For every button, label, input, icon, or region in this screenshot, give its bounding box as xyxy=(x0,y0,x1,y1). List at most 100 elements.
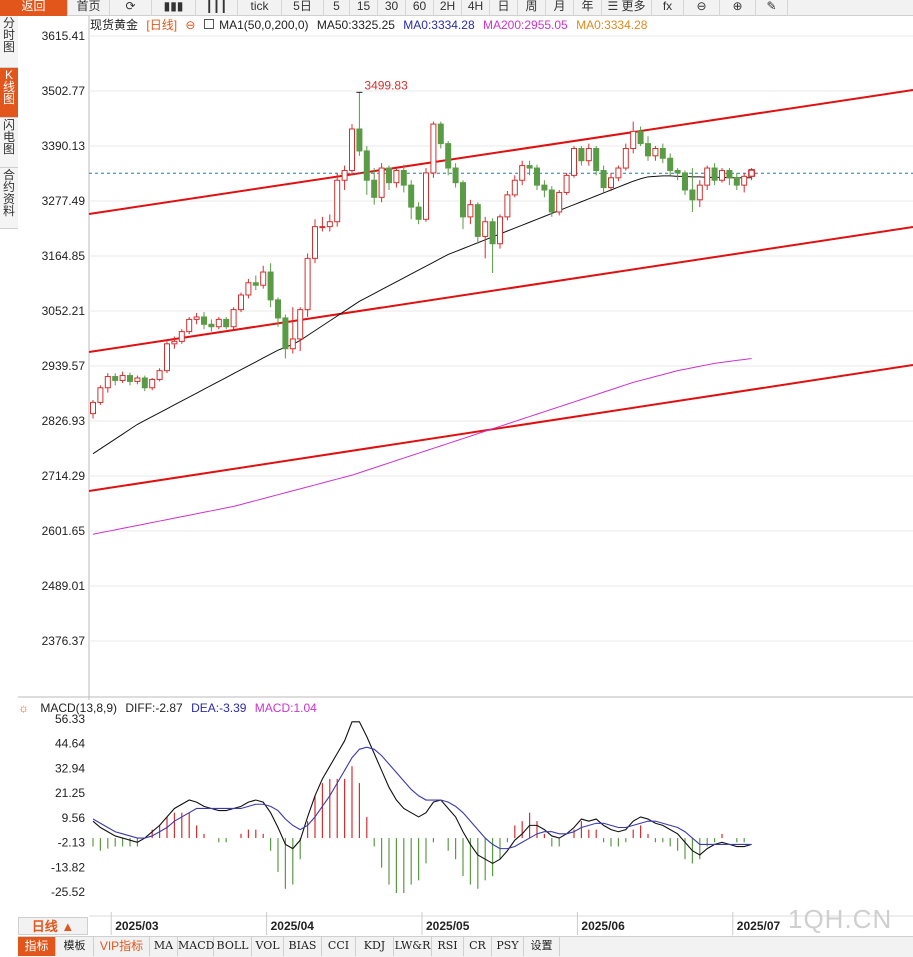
indicator-tab-11[interactable]: RSI xyxy=(432,937,464,956)
candle-down-body xyxy=(223,318,230,328)
indicator-tab-6[interactable]: VOL xyxy=(252,937,284,956)
candle-down-body xyxy=(141,377,148,389)
period-30m-button[interactable]: 30 xyxy=(378,0,406,16)
period-5d-button[interactable]: 5日 xyxy=(282,0,324,16)
macd-macd-value: MACD:1.04 xyxy=(254,701,317,715)
candle-down-body xyxy=(534,167,540,186)
candle xyxy=(104,373,111,393)
zoom-in-button[interactable]: ⊕ xyxy=(720,0,756,16)
bar-chart-button[interactable]: ▮▮▮ xyxy=(152,0,196,16)
candle xyxy=(312,219,318,264)
macd-y-tick-label: 32.94 xyxy=(55,761,85,775)
sidebar-tab-0[interactable]: 分时图 xyxy=(0,16,18,68)
macd-diff-value: DIFF:-2.87 xyxy=(125,701,183,715)
candle-up-body xyxy=(378,167,385,198)
sidebar-tab-2[interactable]: 闪电图 xyxy=(0,118,18,168)
candle-down-body xyxy=(637,130,644,145)
period-60m-button[interactable]: 60 xyxy=(406,0,434,16)
candle-up-body xyxy=(511,179,518,196)
candle xyxy=(334,172,341,227)
candle xyxy=(437,121,444,149)
candle xyxy=(497,214,503,249)
candle xyxy=(571,146,577,178)
sun-icon[interactable]: ☼ xyxy=(18,701,29,715)
candle xyxy=(600,165,607,193)
period-5m-button[interactable]: 5 xyxy=(324,0,350,16)
y-tick-label: 3502.77 xyxy=(42,84,86,98)
refresh-button[interactable]: ⟳ xyxy=(110,0,152,16)
zoom-out-button[interactable]: ⊖ xyxy=(684,0,720,16)
candle-button[interactable]: ┃┃┃ xyxy=(196,0,238,16)
candle-down-body xyxy=(548,189,555,213)
candle-down-body xyxy=(400,169,407,186)
period-2h-button[interactable]: 2H xyxy=(434,0,462,16)
candle-up-body xyxy=(312,226,318,259)
candle xyxy=(282,314,289,359)
indicator-tab-5[interactable]: BOLL xyxy=(214,937,252,956)
formula-button[interactable]: fx xyxy=(652,0,684,16)
candle xyxy=(489,218,496,274)
candle xyxy=(149,377,156,391)
indicator-tab-7[interactable]: BIAS xyxy=(284,937,322,956)
settings-icon[interactable]: ⊖ xyxy=(185,18,196,32)
indicator-tab-14[interactable]: 设置 xyxy=(524,937,560,956)
more-button[interactable]: ☰ 更多 xyxy=(602,0,652,16)
candle-down-body xyxy=(600,169,607,189)
candle-down-body xyxy=(474,204,481,237)
candle-up-body xyxy=(178,331,185,342)
candle-down-body xyxy=(282,317,289,350)
indicator-tab-1[interactable]: 模板 xyxy=(56,937,94,956)
candle-up-body xyxy=(563,174,570,193)
candle xyxy=(519,160,526,186)
indicator-tab-4[interactable]: MACD xyxy=(178,937,214,956)
candle-up-body xyxy=(349,128,355,171)
indicator-tab-13[interactable]: PSY xyxy=(492,937,524,956)
y-tick-label: 2376.37 xyxy=(42,634,86,648)
indicator-tab-10[interactable]: LW&R xyxy=(394,937,432,956)
indicator-tab-9[interactable]: KDJ xyxy=(356,937,394,956)
candle xyxy=(652,146,659,161)
candle xyxy=(371,168,378,205)
period-selector[interactable]: 日线 ▲ xyxy=(18,917,88,935)
candle-down-body xyxy=(711,167,718,181)
candle-down-body xyxy=(593,148,600,171)
candle-down-body xyxy=(127,375,133,382)
indicator-tab-12[interactable]: CR xyxy=(464,937,492,956)
candle xyxy=(741,172,748,193)
candle xyxy=(667,153,674,176)
candle xyxy=(608,172,614,191)
indicator-tab-8[interactable]: CCI xyxy=(322,937,356,956)
candlestick-chart[interactable]: 3615.41 3502.77 3390.13 3277.49 3164.85 3052.… xyxy=(0,0,913,700)
candle xyxy=(423,168,429,222)
indicator-tab-2[interactable]: VIP指标 xyxy=(94,937,150,956)
tick-button[interactable]: tick xyxy=(238,0,282,16)
ma200-value: MA200:2955.05 xyxy=(483,18,568,32)
indicator-tab-3[interactable]: MA xyxy=(150,937,178,956)
candle-up-body xyxy=(571,148,577,176)
draw-button[interactable]: ✎ xyxy=(756,0,788,16)
x-tick-label: 2025/03 xyxy=(115,919,159,933)
sidebar-tab-3[interactable]: 合约资料 xyxy=(0,168,18,229)
candle xyxy=(415,202,422,225)
indicator-tab-0[interactable]: 指标 xyxy=(18,937,56,956)
period-month-button[interactable]: 月 xyxy=(546,0,574,16)
last-price-marker xyxy=(748,169,756,177)
period-4h-button[interactable]: 4H xyxy=(462,0,490,16)
home-button[interactable]: 首页 xyxy=(68,0,110,16)
candle xyxy=(393,168,400,188)
macd-y-tick-label: 9.56 xyxy=(62,811,86,825)
sidebar-tab-1[interactable]: K线图 xyxy=(0,68,18,118)
back-button[interactable]: 返回 xyxy=(0,0,68,16)
period-day-button[interactable]: 日 xyxy=(490,0,518,16)
period-week-button[interactable]: 周 xyxy=(518,0,546,16)
period-year-button[interactable]: 年 xyxy=(574,0,602,16)
candle-down-body xyxy=(386,167,392,184)
x-tick-label: 2025/05 xyxy=(426,919,470,933)
candle-down-body xyxy=(437,123,444,145)
candle xyxy=(386,165,392,191)
candle xyxy=(659,143,666,164)
candle xyxy=(297,307,304,352)
period-15m-button[interactable]: 15 xyxy=(350,0,378,16)
candle-up-body xyxy=(238,294,244,311)
candle-down-body xyxy=(659,148,666,159)
